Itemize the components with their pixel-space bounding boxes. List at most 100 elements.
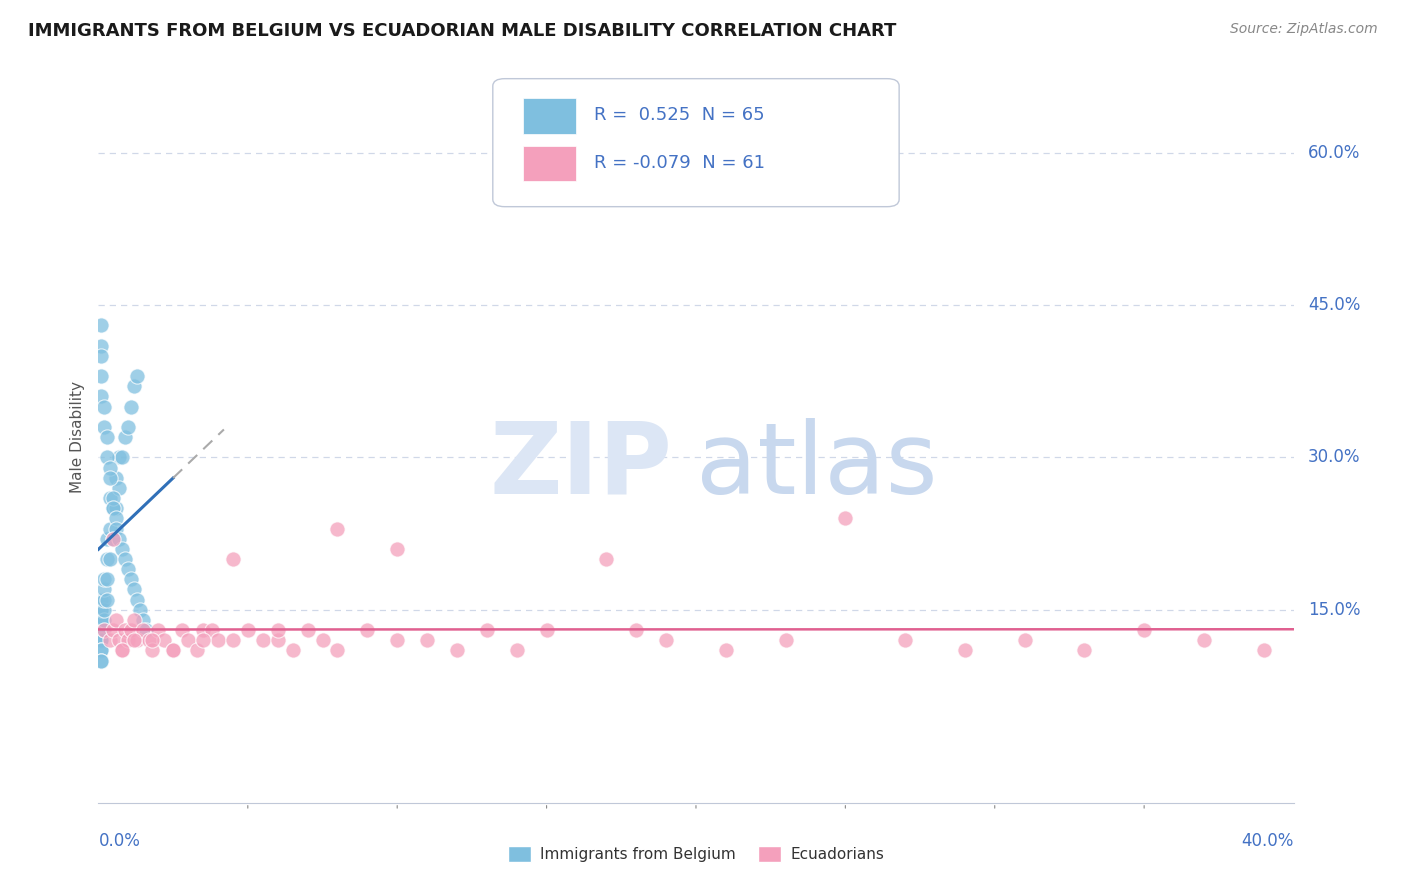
Point	[103, 501, 125, 516]
Point	[506, 643, 529, 657]
FancyBboxPatch shape	[523, 146, 576, 181]
Point	[90, 633, 112, 648]
Point	[90, 603, 112, 617]
Point	[172, 623, 194, 637]
Point	[117, 562, 139, 576]
Point	[96, 450, 118, 465]
Point	[1014, 633, 1036, 648]
Point	[93, 623, 115, 637]
Point	[326, 522, 349, 536]
Point	[326, 643, 349, 657]
Point	[385, 541, 409, 556]
Point	[1073, 643, 1095, 657]
Point	[135, 623, 157, 637]
Point	[124, 613, 146, 627]
Point	[281, 643, 304, 657]
Text: R = -0.079  N = 61: R = -0.079 N = 61	[595, 153, 765, 172]
Point	[96, 552, 118, 566]
Point	[311, 633, 333, 648]
Point	[252, 633, 274, 648]
Point	[90, 339, 112, 353]
Point	[103, 491, 125, 505]
Point	[93, 572, 115, 586]
Point	[117, 633, 139, 648]
FancyBboxPatch shape	[523, 98, 576, 134]
Point	[1192, 633, 1215, 648]
Point	[124, 379, 146, 393]
Point	[297, 623, 319, 637]
Point	[105, 501, 128, 516]
Point	[90, 654, 112, 668]
Point	[655, 633, 678, 648]
Point	[90, 613, 112, 627]
Point	[953, 643, 976, 657]
Point	[114, 623, 136, 637]
Point	[127, 592, 149, 607]
Point	[103, 532, 125, 546]
Point	[90, 654, 112, 668]
Point	[96, 572, 118, 586]
Point	[98, 552, 122, 566]
Point	[90, 369, 112, 384]
Point	[267, 623, 290, 637]
Point	[103, 501, 125, 516]
Point	[90, 389, 112, 403]
Point	[90, 613, 112, 627]
Point	[108, 532, 131, 546]
Point	[129, 603, 152, 617]
Point	[93, 592, 115, 607]
Point	[90, 603, 112, 617]
Point	[96, 532, 118, 546]
Point	[90, 623, 112, 637]
Point	[148, 623, 170, 637]
Point	[138, 633, 160, 648]
Point	[1133, 623, 1156, 637]
Point	[775, 633, 797, 648]
Point	[385, 633, 409, 648]
Point	[98, 491, 122, 505]
Point	[105, 613, 128, 627]
Point	[153, 633, 176, 648]
Text: ZIP: ZIP	[489, 417, 672, 515]
Point	[834, 511, 856, 525]
Point	[108, 633, 131, 648]
Point	[177, 633, 200, 648]
Point	[124, 633, 146, 648]
Point	[90, 623, 112, 637]
Point	[108, 481, 131, 495]
Point	[111, 643, 134, 657]
Point	[93, 400, 115, 414]
Point	[191, 623, 214, 637]
Point	[93, 582, 115, 597]
Point	[93, 603, 115, 617]
Point	[114, 552, 136, 566]
Point	[120, 400, 142, 414]
Point	[186, 643, 208, 657]
Point	[96, 430, 118, 444]
Point	[98, 460, 122, 475]
Point	[162, 643, 184, 657]
Point	[894, 633, 917, 648]
Point	[714, 643, 737, 657]
Point	[105, 522, 128, 536]
Point	[222, 552, 245, 566]
Point	[141, 643, 163, 657]
Point	[98, 522, 122, 536]
Point	[90, 349, 112, 363]
Point	[127, 369, 149, 384]
Point	[416, 633, 439, 648]
Point	[132, 613, 155, 627]
Text: Source: ZipAtlas.com: Source: ZipAtlas.com	[1230, 22, 1378, 37]
FancyBboxPatch shape	[494, 78, 900, 207]
Point	[536, 623, 558, 637]
Point	[127, 633, 149, 648]
Point	[90, 633, 112, 648]
Text: 40.0%: 40.0%	[1241, 832, 1294, 850]
Point	[90, 623, 112, 637]
Text: atlas: atlas	[696, 417, 938, 515]
Point	[93, 613, 115, 627]
Point	[141, 633, 163, 648]
Point	[120, 623, 142, 637]
Point	[93, 623, 115, 637]
Point	[595, 552, 617, 566]
